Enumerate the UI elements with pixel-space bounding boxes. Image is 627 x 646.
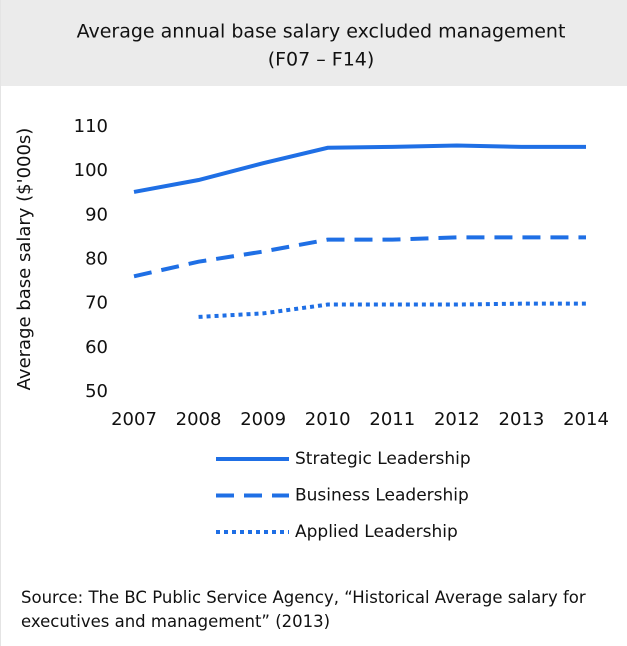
series-line (133, 143, 586, 194)
header-band (1, 0, 627, 86)
legend-label: Business Leadership (295, 486, 469, 506)
series-line (133, 235, 586, 279)
x-tick-label: 2014 (563, 409, 609, 430)
y-tick-label: 90 (85, 204, 108, 225)
chart-subtitle: (F07 – F14) (268, 49, 375, 71)
x-tick-label: 2008 (176, 409, 222, 430)
x-tick-label: 2010 (305, 409, 351, 430)
legend-label: Strategic Leadership (295, 449, 471, 469)
y-tick-label: 70 (85, 293, 108, 314)
y-tick-label: 100 (74, 160, 108, 181)
chart-title: Average annual base salary excluded mana… (77, 21, 566, 43)
x-tick-label: 2011 (369, 409, 415, 430)
x-tick-label: 2007 (111, 409, 157, 430)
y-tick-label: 80 (85, 249, 108, 270)
x-tick-label: 2013 (499, 409, 545, 430)
x-tick-label: 2012 (434, 409, 480, 430)
y-tick-label: 110 (74, 116, 108, 137)
y-axis-label: Average base salary ($'000s) (14, 128, 35, 391)
legend-label: Applied Leadership (295, 522, 458, 542)
series-line (198, 301, 586, 319)
x-tick-label: 2009 (240, 409, 286, 430)
source-note: Source: The BC Public Service Agency, “H… (21, 588, 586, 631)
y-tick-label: 50 (85, 381, 108, 402)
y-tick-label: 60 (85, 337, 108, 358)
